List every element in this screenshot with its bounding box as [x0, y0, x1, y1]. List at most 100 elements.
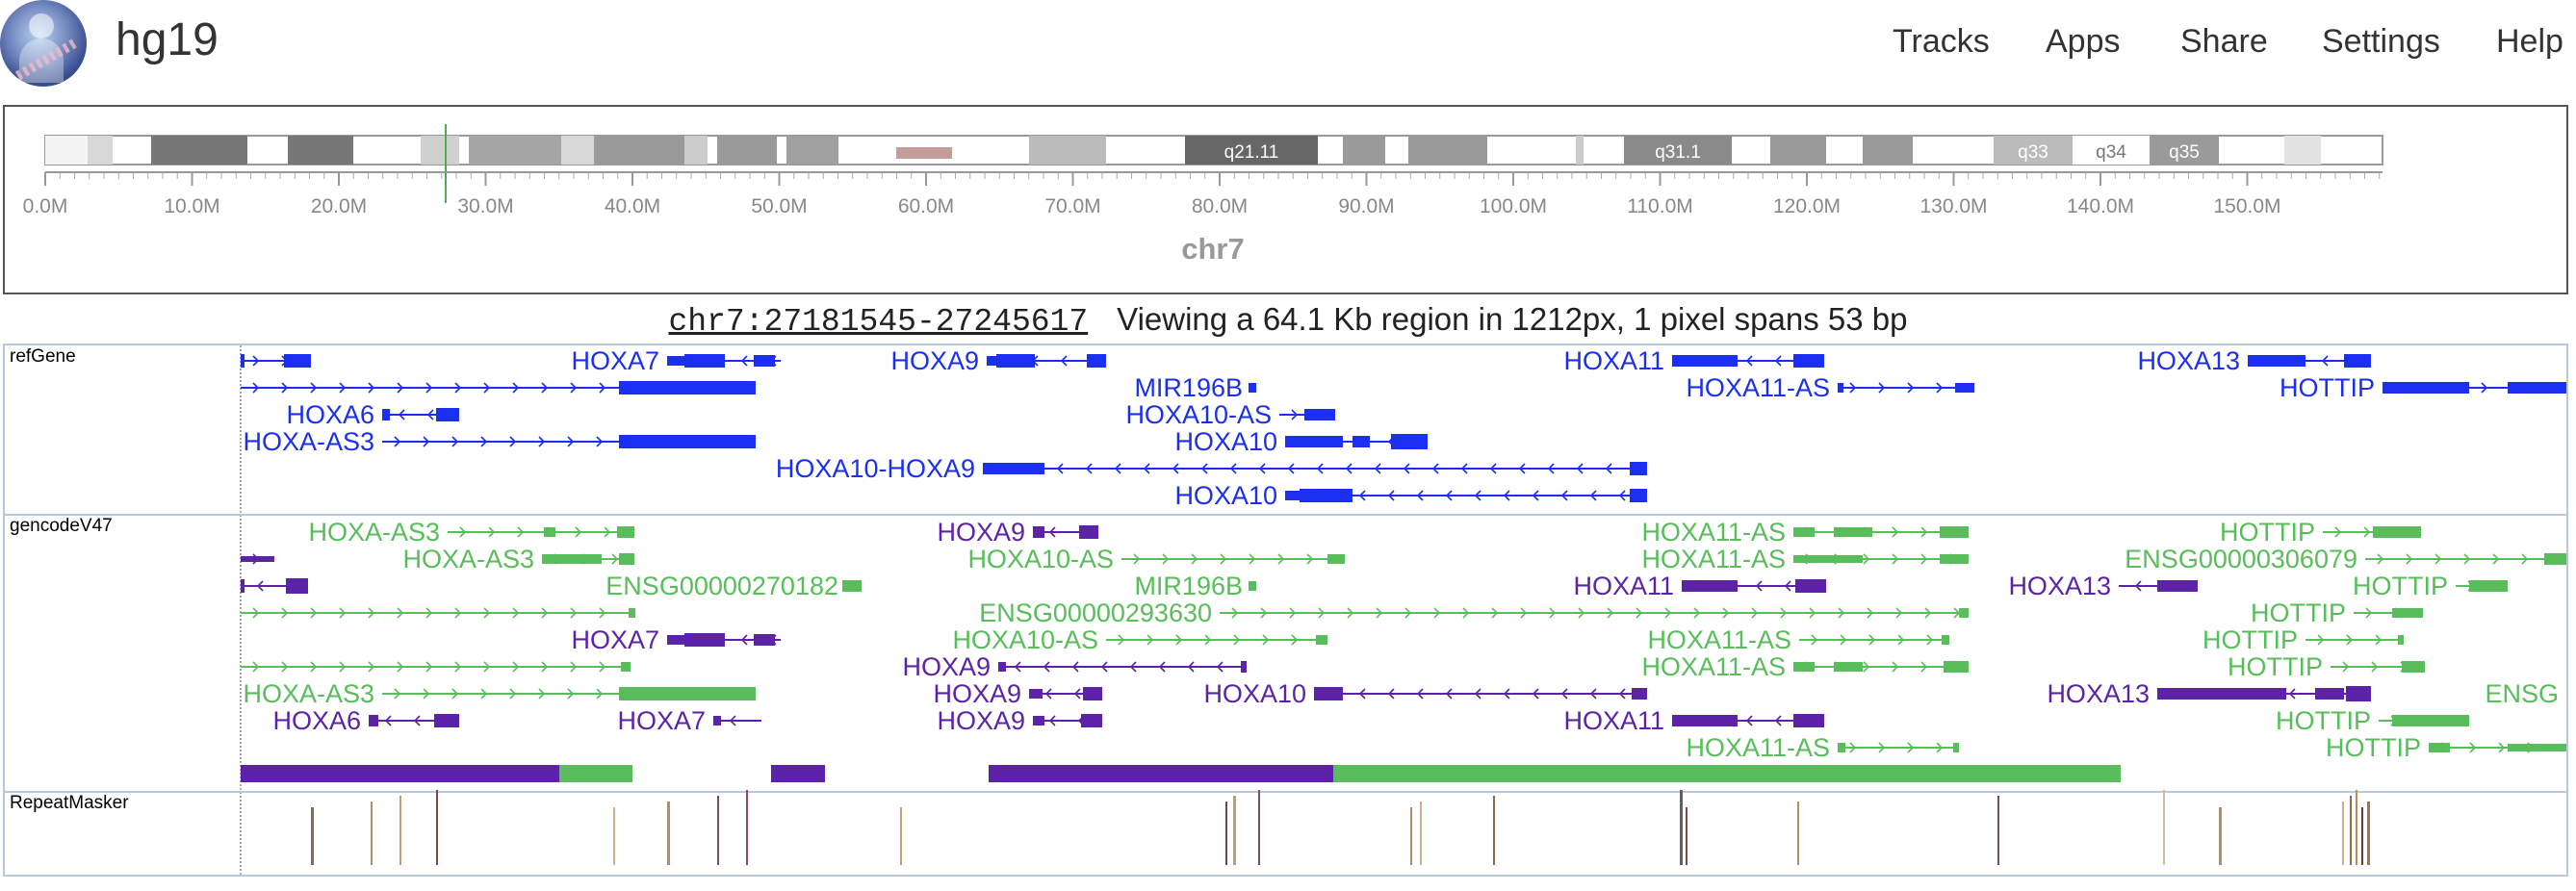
gene-label[interactable]: HOXA10-HOXA9 [776, 454, 975, 483]
refgene-track[interactable]: HOXA7 HOXA9 HOXA11 HOXA13 MIR196B HOXA11-AS HO… [241, 346, 2566, 510]
gene-feature[interactable]: HOXA6 [272, 706, 459, 735]
gene-label[interactable]: HOXA11 [1573, 572, 1674, 600]
track-label-gencode[interactable]: gencodeV47 [10, 516, 113, 536]
gene-feature[interactable]: HOXA9 [902, 652, 1247, 681]
gene-feature[interactable]: HOXA9 [890, 346, 1106, 375]
gene-label[interactable]: HOXA9 [933, 679, 1021, 708]
gene-label[interactable]: HOXA11-AS [1641, 518, 1786, 547]
coverage-block[interactable] [559, 765, 632, 782]
menu-help[interactable]: Help [2496, 23, 2563, 60]
gene-label[interactable]: HOXA13 [2008, 572, 2111, 600]
gene-feature[interactable]: HOXA13 [2008, 572, 2198, 600]
gene-label[interactable]: HOXA10 [1203, 679, 1306, 708]
gene-feature[interactable]: HOXA10 [1174, 427, 1428, 456]
gene-label[interactable]: HOXA9 [890, 346, 979, 375]
gene-label[interactable]: HOXA10 [1174, 427, 1277, 456]
gene-label[interactable]: HOXA-AS3 [308, 518, 440, 547]
gene-label[interactable]: HOTTIP [2228, 652, 2323, 681]
gene-feature[interactable]: ENSG00000293630 [979, 598, 1969, 627]
gene-label[interactable]: ENSG [2485, 679, 2559, 708]
repeat-element[interactable] [2361, 807, 2363, 865]
gene-label[interactable]: HOXA11-AS [1686, 373, 1830, 402]
gene-feature[interactable] [241, 578, 308, 594]
coverage-block[interactable] [241, 765, 559, 782]
gene-label[interactable]: HOXA13 [2137, 346, 2240, 375]
gene-label[interactable]: HOTTIP [2280, 373, 2375, 402]
repeat-element[interactable] [1233, 796, 1236, 865]
position-coordinates-link[interactable]: chr7:27181545-27245617 [668, 304, 1089, 340]
repeat-element[interactable] [399, 796, 401, 865]
gene-feature[interactable]: MIR196B [1134, 572, 1256, 600]
repeat-element[interactable] [2350, 796, 2352, 865]
repeat-element[interactable] [1680, 790, 1683, 865]
gene-feature[interactable]: HOXA10-HOXA9 [776, 454, 1647, 483]
gene-label[interactable]: HOXA11 [1563, 346, 1664, 375]
gene-label[interactable]: HOXA11-AS [1647, 625, 1791, 654]
gene-label[interactable]: HOXA11 [1563, 706, 1664, 735]
repeat-element[interactable] [746, 790, 748, 865]
gene-feature[interactable]: HOXA7 [571, 625, 781, 654]
gene-label[interactable]: HOXA-AS3 [243, 427, 374, 456]
gene-feature[interactable]: HOXA-AS3 [243, 427, 756, 456]
coverage-block[interactable] [1333, 765, 2121, 782]
track-label-repeatmasker[interactable]: RepeatMasker [10, 793, 129, 813]
gene-label[interactable]: HOXA-AS3 [243, 679, 374, 708]
gene-label[interactable]: HOXA7 [617, 706, 706, 735]
gene-label[interactable]: HOTTIP [2251, 598, 2346, 627]
coverage-block[interactable] [989, 765, 1333, 782]
gene-feature[interactable]: HOXA11-AS [1641, 545, 1969, 573]
menu-share[interactable]: Share [2180, 23, 2268, 60]
gene-feature[interactable]: HOTTIP [2353, 572, 2508, 600]
gene-feature[interactable]: ENSG00000270182 [605, 572, 862, 600]
gene-feature[interactable]: HOXA13 [2047, 679, 2371, 708]
repeat-element[interactable] [2163, 790, 2165, 865]
repeat-element[interactable] [2219, 807, 2222, 865]
menu-settings[interactable]: Settings [2322, 23, 2440, 60]
repeatmasker-track[interactable] [311, 790, 2370, 865]
gene-feature[interactable]: HOXA7 [617, 706, 761, 735]
gene-label[interactable]: HOXA6 [286, 400, 374, 429]
repeat-element[interactable] [2356, 790, 2357, 865]
ideogram-graphic[interactable]: q21.11 q31.1 q33 q34 q35 0.0M 10.0M 20.0M 3… [5, 107, 2566, 293]
gene-feature[interactable]: HOTTIP [2276, 706, 2469, 735]
gene-feature[interactable]: HOTTIP [2280, 373, 2566, 402]
gene-feature[interactable]: HOXA11 [1563, 706, 1824, 735]
repeat-element[interactable] [2342, 802, 2344, 865]
gene-label[interactable]: ENSG00000293630 [979, 598, 1212, 627]
gene-label[interactable]: HOXA10 [1174, 481, 1277, 510]
gene-label[interactable]: HOXA6 [272, 706, 361, 735]
gene-label[interactable]: HOXA10-AS [967, 545, 1114, 573]
gene-feature[interactable]: HOXA11-AS [1641, 518, 1969, 547]
repeat-element[interactable] [1686, 807, 1687, 865]
gene-feature[interactable]: HOXA11 [1573, 572, 1826, 600]
gene-label[interactable]: HOXA7 [571, 346, 659, 375]
gene-label[interactable]: HOXA10-AS [952, 625, 1098, 654]
repeat-element[interactable] [311, 807, 314, 865]
gene-feature[interactable]: HOXA10 [1203, 679, 1647, 708]
gene-feature[interactable]: HOXA10-AS [952, 625, 1327, 654]
gene-label[interactable]: HOXA11-AS [1641, 545, 1786, 573]
gene-feature[interactable]: HOXA10-AS [967, 545, 1345, 573]
repeat-element[interactable] [900, 807, 902, 865]
repeat-element[interactable] [1410, 807, 1412, 865]
gene-feature[interactable]: HOTTIP [2220, 518, 2421, 547]
gene-label[interactable]: HOTTIP [2353, 572, 2448, 600]
gene-label[interactable]: HOXA13 [2047, 679, 2150, 708]
gene-feature[interactable]: HOXA9 [937, 706, 1102, 735]
repeat-element[interactable] [1258, 790, 1260, 865]
gene-feature[interactable] [241, 354, 311, 368]
repeat-element[interactable] [1797, 802, 1799, 865]
gene-feature[interactable]: HOXA11-AS [1641, 652, 1969, 681]
menu-apps[interactable]: Apps [2046, 23, 2121, 60]
repeat-element[interactable] [1997, 796, 1999, 865]
repeat-element[interactable] [436, 790, 438, 865]
repeat-element[interactable] [613, 807, 615, 865]
gene-feature[interactable]: MIR196B [1134, 373, 1256, 402]
repeat-element[interactable] [1225, 802, 1227, 865]
gene-feature[interactable]: HOXA-AS3 [308, 518, 634, 547]
gene-feature[interactable] [241, 661, 631, 673]
chromosome-ideogram[interactable]: q21.11 q31.1 q33 q34 q35 0.0M 10.0M 20.0M 3… [3, 105, 2568, 294]
gene-feature[interactable]: HOXA13 [2137, 346, 2371, 375]
gene-label[interactable]: HOTTIP [2276, 706, 2371, 735]
